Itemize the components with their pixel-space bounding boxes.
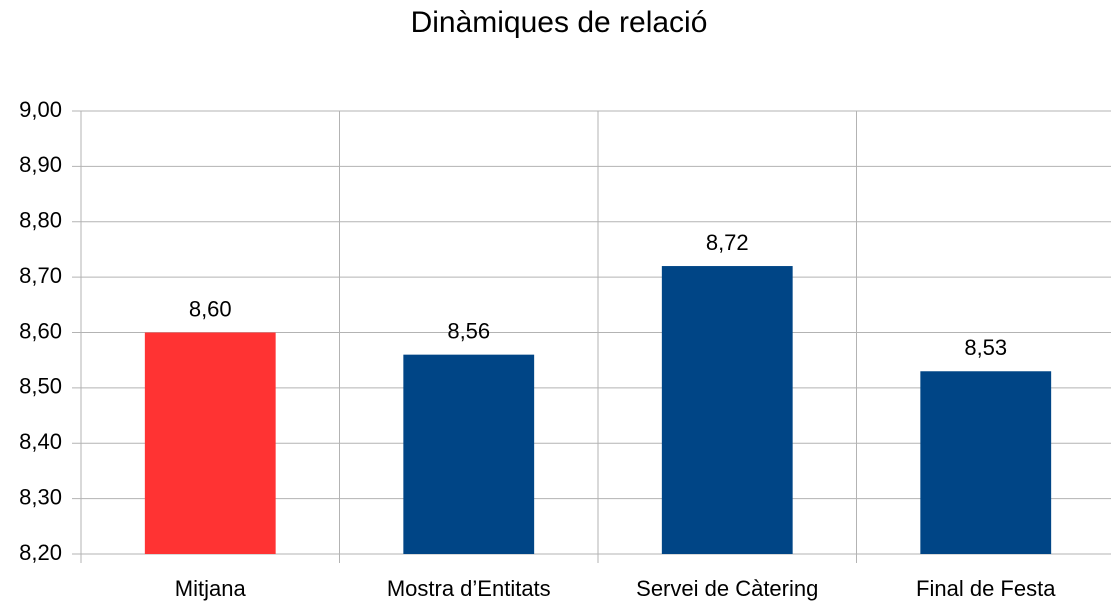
chart-title: Dinàmiques de relació — [411, 6, 708, 39]
value-label: 8,60 — [189, 296, 232, 321]
y-tick-label: 8,60 — [19, 318, 62, 343]
y-tick-label: 8,80 — [19, 208, 62, 233]
y-tick-label: 8,40 — [19, 429, 62, 454]
value-label: 8,53 — [964, 335, 1007, 360]
bar — [144, 332, 276, 554]
y-tick-label: 8,30 — [19, 484, 62, 509]
y-tick-label: 8,70 — [19, 263, 62, 288]
y-tick-label: 9,00 — [19, 97, 62, 122]
x-tick-label: Servei de Càtering — [636, 576, 818, 601]
x-tick-label: Mitjana — [175, 576, 247, 601]
bar — [920, 371, 1052, 554]
y-tick-label: 8,20 — [19, 540, 62, 565]
y-tick-label: 8,50 — [19, 374, 62, 399]
y-tick-label: 8,90 — [19, 152, 62, 177]
x-tick-label: Final de Festa — [916, 576, 1056, 601]
bar — [661, 266, 793, 554]
bar — [403, 354, 535, 554]
value-label: 8,72 — [706, 230, 749, 255]
x-tick-label: Mostra d’Entitats — [387, 576, 551, 601]
value-label: 8,56 — [447, 318, 490, 343]
